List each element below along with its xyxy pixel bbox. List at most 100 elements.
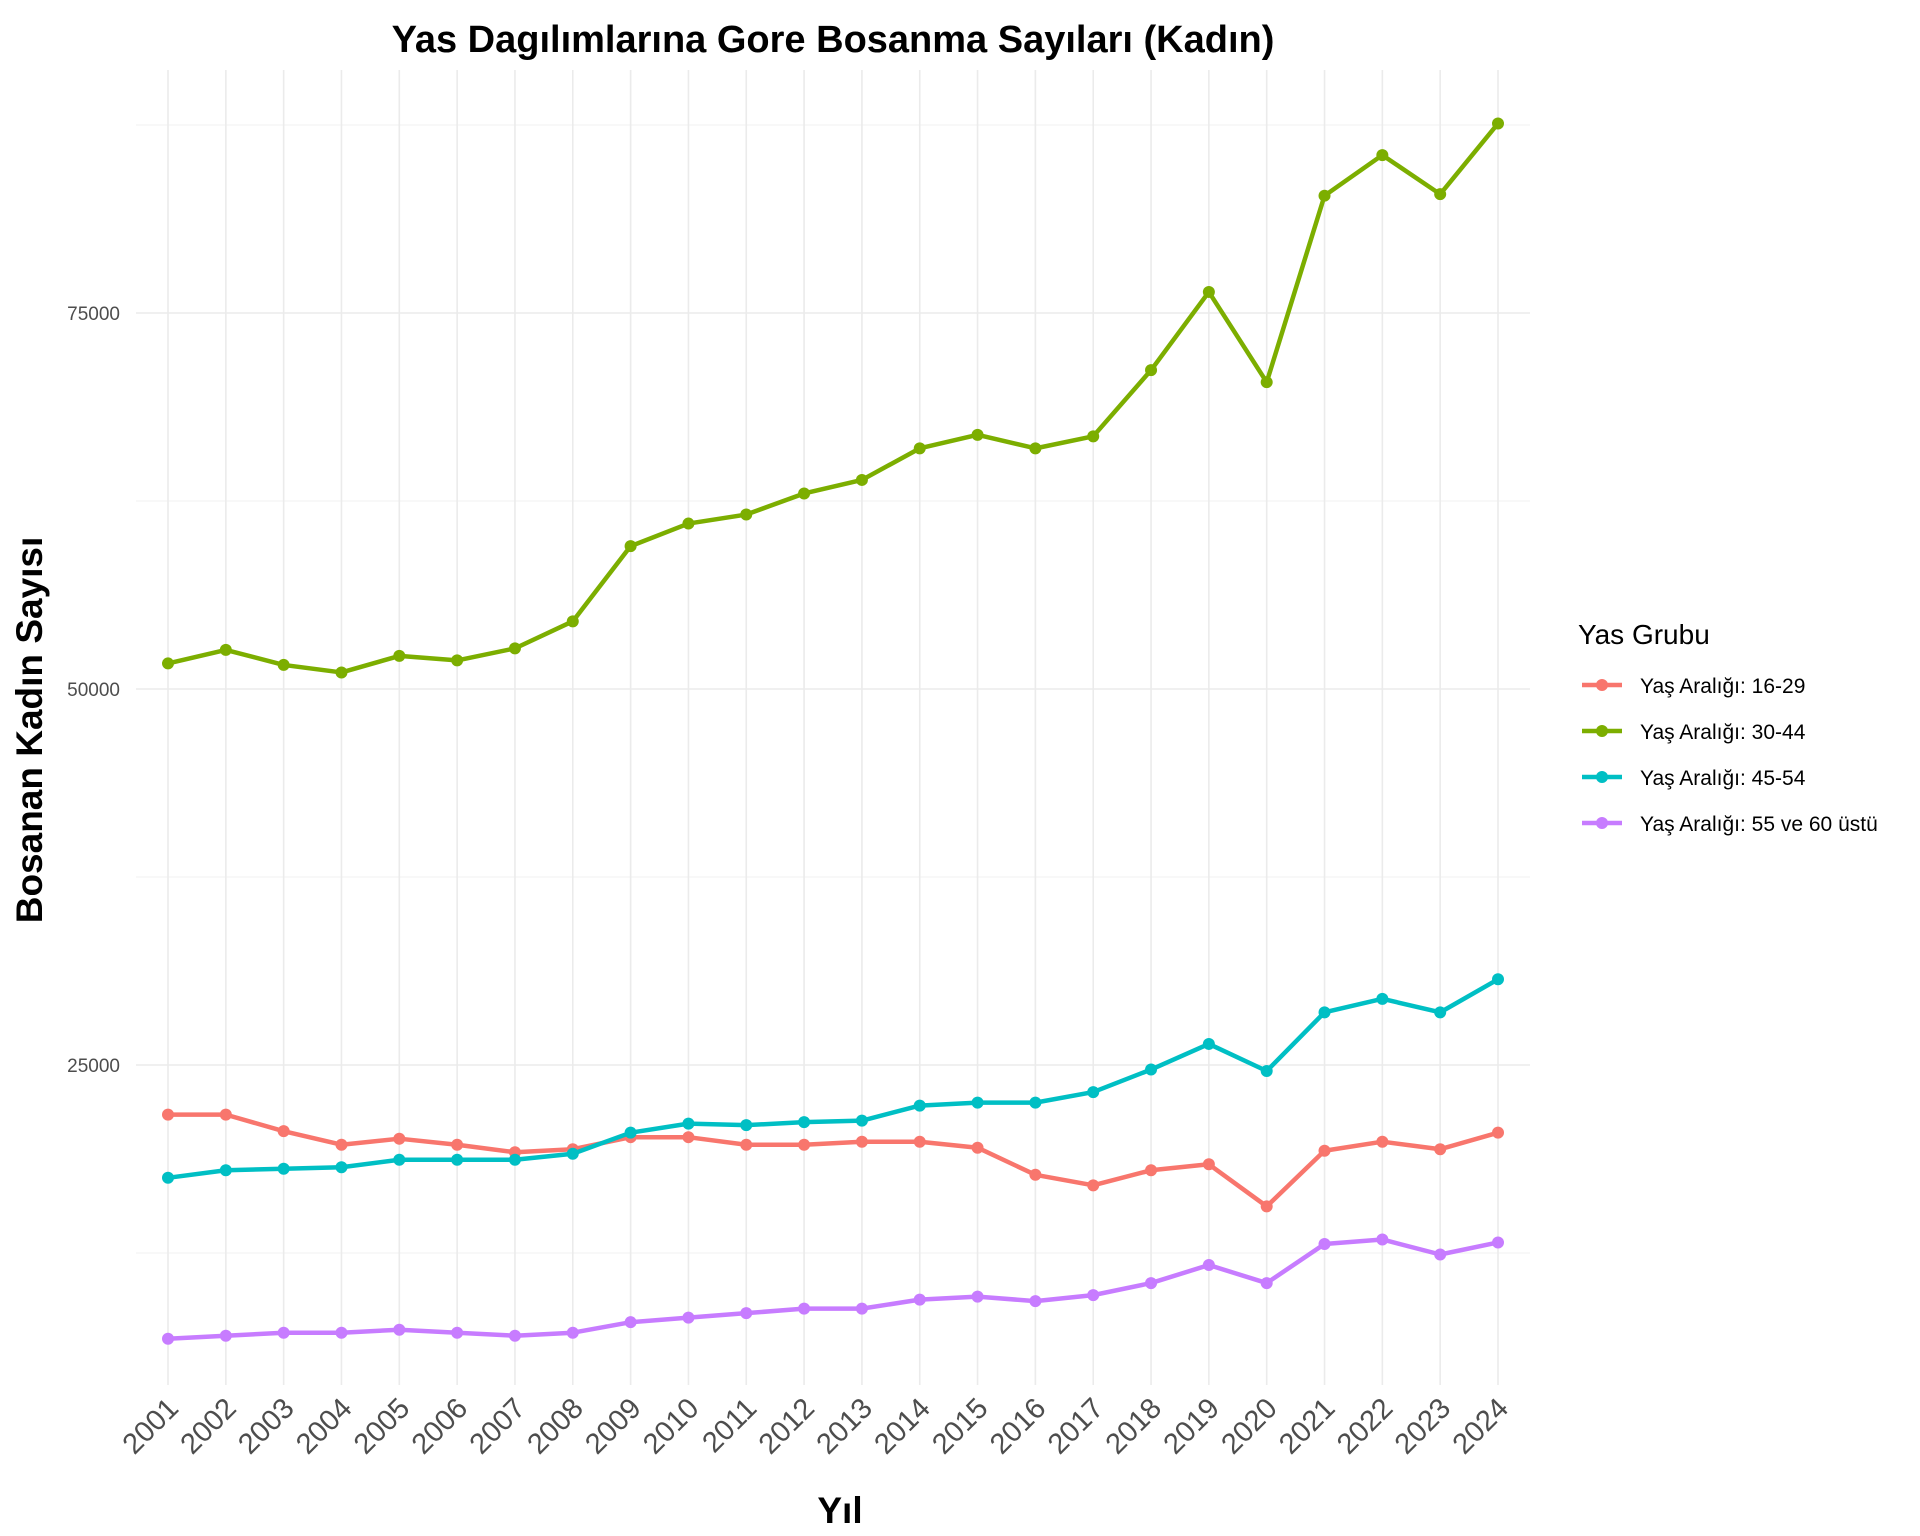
data-point — [1087, 1086, 1100, 1099]
data-point — [1376, 1233, 1389, 1246]
data-point — [335, 1326, 348, 1339]
data-point — [1318, 1006, 1331, 1019]
series-3 — [162, 973, 1504, 1184]
data-point — [913, 442, 926, 455]
x-tick-label: 2024 — [1447, 1392, 1515, 1460]
legend-item: Yaş Aralığı: 45-54 — [1582, 767, 1806, 790]
data-point — [682, 1117, 695, 1130]
data-point — [1145, 1063, 1158, 1076]
data-point — [1260, 1277, 1273, 1290]
data-point — [855, 1114, 868, 1127]
x-tick-label: 2008 — [521, 1392, 589, 1460]
data-point — [855, 1302, 868, 1315]
x-tick-label: 2010 — [637, 1392, 705, 1460]
legend-label: Yaş Aralığı: 16-29 — [1640, 675, 1805, 698]
legend-label: Yaş Aralığı: 55 ve 60 üstü — [1640, 813, 1878, 836]
y-tick-label: 50000 — [67, 680, 120, 701]
x-tick-label: 2022 — [1331, 1392, 1399, 1460]
data-point — [1260, 1065, 1273, 1078]
data-point — [1434, 1006, 1447, 1019]
data-point — [1029, 1096, 1042, 1109]
data-point — [335, 1161, 348, 1174]
data-point — [1145, 1277, 1158, 1290]
data-point — [913, 1135, 926, 1148]
x-tick-label: 2011 — [696, 1392, 763, 1459]
data-point — [624, 1316, 637, 1329]
x-tick-label: 2005 — [348, 1392, 416, 1460]
data-point — [624, 1126, 637, 1139]
data-point — [1492, 973, 1504, 986]
y-axis-title: Bosanan Kadın Sayısı — [9, 537, 50, 924]
x-axis-ticks: 2001200220032004200520062007200820092010… — [117, 1392, 1515, 1460]
x-tick-label: 2021 — [1273, 1392, 1341, 1460]
data-point — [219, 1108, 232, 1121]
legend-key-point — [1596, 817, 1608, 829]
data-point — [798, 487, 811, 500]
data-point — [1145, 1164, 1158, 1177]
data-point — [971, 428, 984, 441]
data-point — [1492, 1126, 1504, 1139]
data-point — [1029, 1295, 1042, 1308]
data-point — [740, 1119, 753, 1132]
data-point — [219, 1329, 232, 1342]
data-point — [508, 642, 521, 655]
x-tick-label: 2002 — [175, 1392, 243, 1460]
data-point — [1434, 1143, 1447, 1156]
data-point — [1202, 1158, 1215, 1171]
y-axis-ticks: 25000 50000 75000 — [67, 304, 120, 1077]
data-point — [1087, 1289, 1100, 1302]
chart-title: Yas Dagılımlarına Gore Bosanma Sayıları … — [392, 19, 1275, 61]
legend-label: Yaş Aralığı: 45-54 — [1640, 767, 1806, 790]
data-point — [1202, 1037, 1215, 1050]
data-point — [162, 1108, 174, 1121]
data-point — [855, 1135, 868, 1148]
data-point — [740, 1307, 753, 1320]
x-axis-title: Yıl — [817, 1490, 862, 1531]
x-tick-label: 2015 — [926, 1392, 994, 1460]
data-point — [1376, 1135, 1389, 1148]
x-tick-label: 2006 — [406, 1392, 474, 1460]
data-point — [1202, 1259, 1215, 1272]
legend-key-point — [1596, 679, 1608, 691]
data-point — [624, 540, 637, 553]
series-layer — [162, 117, 1504, 1345]
data-point — [855, 473, 868, 486]
x-tick-label: 2012 — [753, 1392, 821, 1460]
data-point — [1145, 364, 1158, 377]
data-point — [1318, 189, 1331, 202]
data-point — [451, 654, 464, 667]
data-point — [219, 1164, 232, 1177]
data-point — [335, 666, 348, 679]
series-1 — [162, 1108, 1504, 1213]
data-point — [508, 1153, 521, 1166]
data-point — [162, 1171, 174, 1184]
x-tick-label: 2020 — [1215, 1392, 1283, 1460]
data-point — [393, 1323, 406, 1336]
data-point — [913, 1099, 926, 1112]
data-point — [798, 1138, 811, 1151]
data-point — [1029, 1168, 1042, 1181]
data-point — [335, 1138, 348, 1151]
data-point — [1260, 1200, 1273, 1213]
data-point — [740, 1138, 753, 1151]
legend-item: Yaş Aralığı: 16-29 — [1582, 675, 1805, 698]
data-point — [971, 1290, 984, 1303]
legend-item: Yaş Aralığı: 55 ve 60 üstü — [1582, 813, 1878, 836]
data-point — [277, 1162, 290, 1175]
data-point — [451, 1138, 464, 1151]
data-point — [1376, 149, 1389, 162]
data-point — [451, 1326, 464, 1339]
data-point — [798, 1302, 811, 1315]
data-point — [162, 657, 174, 670]
legend-key-point — [1596, 725, 1608, 737]
data-point — [1376, 992, 1389, 1005]
x-tick-label: 2013 — [811, 1392, 879, 1460]
x-tick-label: 2004 — [290, 1392, 358, 1460]
series-line — [165, 121, 1501, 675]
data-point — [1029, 442, 1042, 455]
data-point — [682, 1131, 695, 1144]
series-line — [165, 1112, 1501, 1209]
data-point — [219, 643, 232, 656]
data-point — [566, 1326, 579, 1339]
data-point — [277, 658, 290, 671]
